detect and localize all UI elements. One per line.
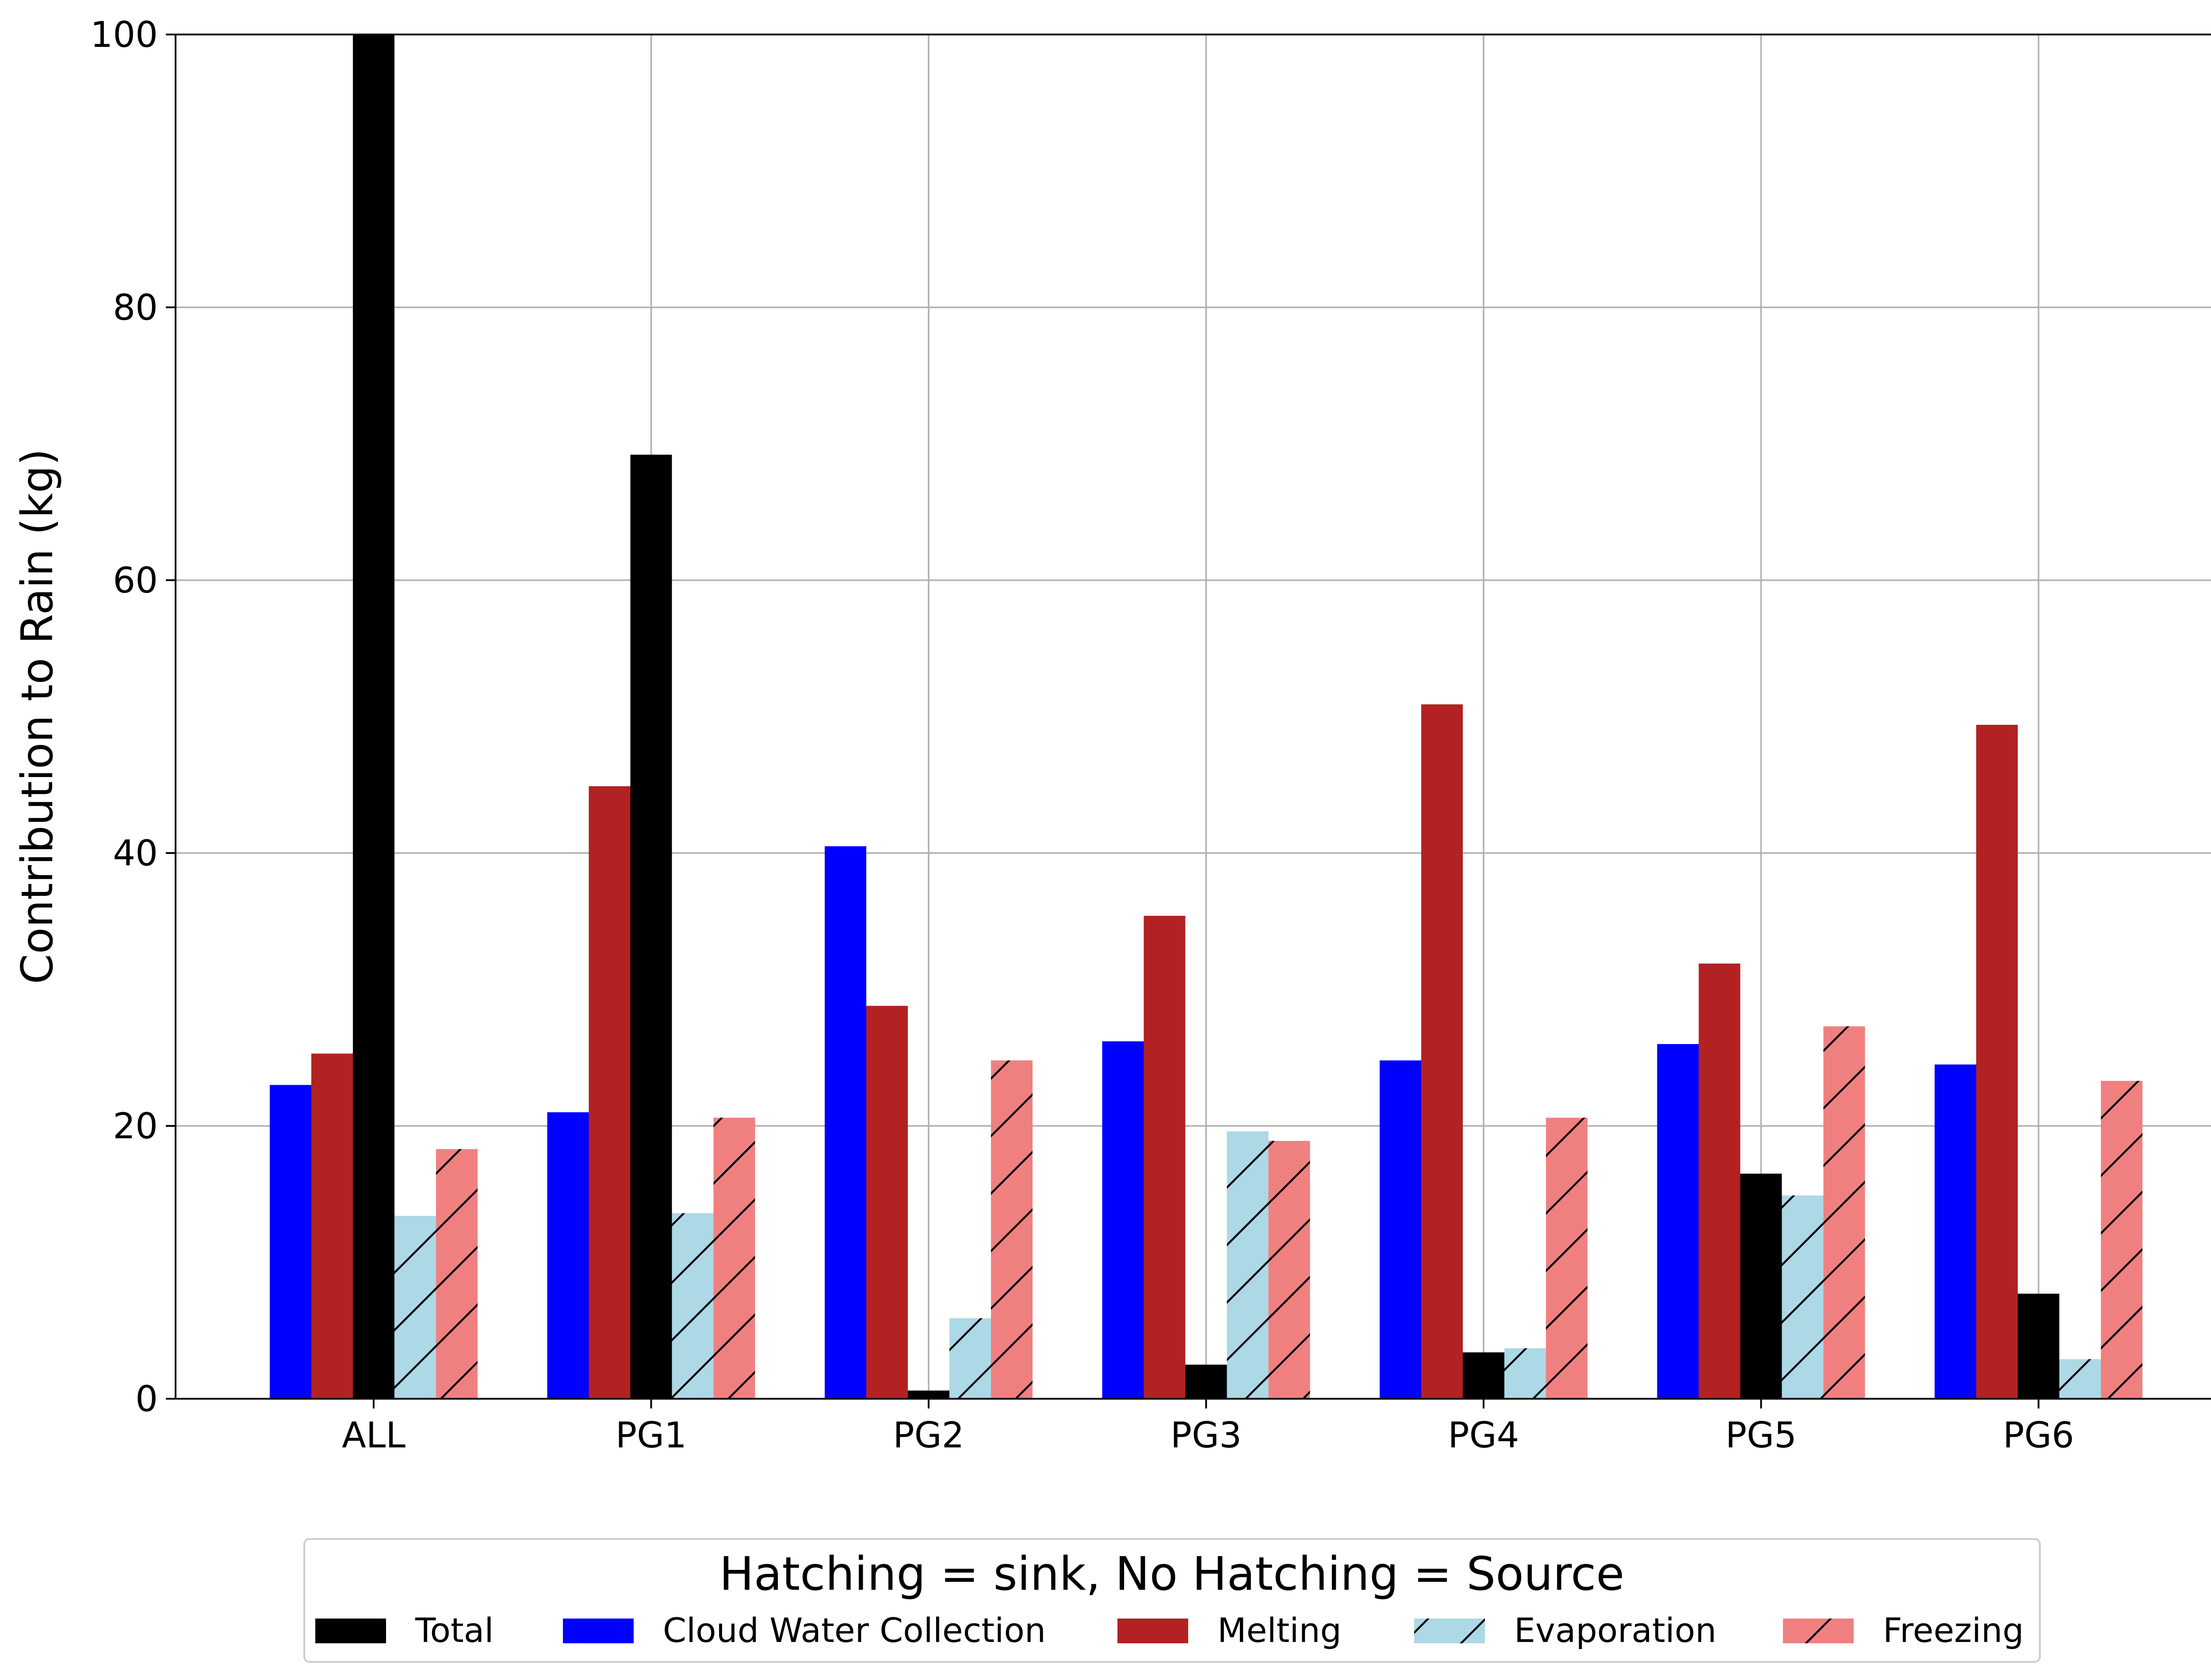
bar-hatch-freezing-pg1 <box>713 1117 755 1399</box>
x-tick-label-pg1: PG1 <box>616 1415 687 1456</box>
bar-melting-all <box>311 1053 353 1399</box>
bar-cloud-water-collection-pg2 <box>825 846 866 1399</box>
legend-swatch-hatch-evaporation <box>1414 1619 1485 1643</box>
bar-hatch-evaporation-pg5 <box>1782 1195 1824 1399</box>
legend-swatch-hatch-freezing <box>1783 1619 1854 1643</box>
bar-total-pg5 <box>1740 1173 1782 1399</box>
legend-swatch-melting <box>1117 1619 1188 1643</box>
bar-hatch-freezing-pg4 <box>1546 1117 1587 1399</box>
bar-total-all <box>353 34 394 1399</box>
bar-melting-pg4 <box>1421 704 1463 1399</box>
bar-hatch-evaporation-pg2 <box>949 1318 991 1399</box>
y-tick-label: 0 <box>135 1378 158 1420</box>
y-tick-label: 20 <box>113 1106 158 1147</box>
bar-cloud-water-collection-pg5 <box>1657 1044 1699 1399</box>
legend-label-total: Total <box>415 1611 494 1650</box>
y-tick-label: 80 <box>113 287 158 328</box>
x-tick-label-pg3: PG3 <box>1171 1415 1242 1456</box>
bar-cloud-water-collection-all <box>270 1085 311 1399</box>
legend-label-melting: Melting <box>1217 1611 1342 1650</box>
bar-total-pg1 <box>630 455 672 1399</box>
bar-hatch-evaporation-all <box>394 1216 436 1399</box>
plot-frame <box>175 34 2211 1400</box>
x-tick-label-pg4: PG4 <box>1448 1415 1519 1456</box>
x-tick-label-pg6: PG6 <box>2003 1415 2074 1456</box>
bar-hatch-freezing-pg2 <box>991 1060 1033 1399</box>
bar-hatch-freezing-pg5 <box>1823 1026 1865 1399</box>
y-tick-label: 60 <box>113 560 158 601</box>
bars-group <box>270 34 2142 1399</box>
bar-total-pg3 <box>1185 1364 1227 1399</box>
bar-cloud-water-collection-pg1 <box>547 1112 589 1399</box>
bar-hatch-evaporation-pg3 <box>1227 1131 1269 1399</box>
y-axis: 0 20 40 60 80 100 <box>90 14 176 1420</box>
bar-melting-pg6 <box>1976 725 2018 1399</box>
legend-swatch-cloud-water-collection <box>563 1619 634 1643</box>
bar-cloud-water-collection-pg6 <box>1935 1064 1976 1399</box>
y-tick-label: 40 <box>113 833 158 874</box>
legend-label-cloud-water-collection: Cloud Water Collection <box>663 1611 1046 1650</box>
legend-entries: Total Cloud Water Collection Melting Evapor… <box>315 1611 2024 1650</box>
legend-frame <box>303 1538 2041 1663</box>
legend-swatch-total <box>315 1619 386 1643</box>
legend-label-evaporation: Evaporation <box>1514 1611 1717 1650</box>
bar-hatch-evaporation-pg6 <box>2059 1359 2101 1399</box>
x-tick-label-all: ALL <box>342 1415 405 1456</box>
bar-hatch-freezing-pg6 <box>2101 1081 2142 1399</box>
bar-cloud-water-collection-pg3 <box>1102 1041 1144 1399</box>
bar-melting-pg3 <box>1144 915 1186 1399</box>
y-tick-label: 100 <box>90 14 158 55</box>
bar-hatch-freezing-all <box>436 1149 478 1399</box>
legend-label-freezing: Freezing <box>1883 1611 2024 1650</box>
y-axis-label: Contribution to Rain (kg) <box>12 448 63 984</box>
bar-hatch-evaporation-pg1 <box>672 1213 714 1399</box>
x-axis: ALL PG1 PG2 PG3 PG4 PG5 PG6 <box>342 1399 2074 1456</box>
legend-title: Hatching = sink, No Hatching = Source <box>719 1547 1625 1601</box>
bar-melting-pg1 <box>589 786 631 1399</box>
plot-background <box>176 34 2211 1399</box>
x-tick-label-pg2: PG2 <box>893 1415 964 1456</box>
bar-melting-pg2 <box>866 1006 908 1399</box>
bar-cloud-water-collection-pg4 <box>1380 1060 1421 1399</box>
x-tick-label-pg5: PG5 <box>1725 1415 1797 1456</box>
bar-hatch-freezing-pg3 <box>1268 1140 1310 1399</box>
bar-total-pg2 <box>908 1390 949 1399</box>
bar-total-pg4 <box>1463 1352 1504 1399</box>
bar-hatch-evaporation-pg4 <box>1504 1348 1546 1399</box>
bar-melting-pg5 <box>1698 963 1740 1399</box>
bar-total-pg6 <box>2018 1293 2059 1399</box>
legend: Hatching = sink, No Hatching = Source To… <box>303 1538 2041 1663</box>
